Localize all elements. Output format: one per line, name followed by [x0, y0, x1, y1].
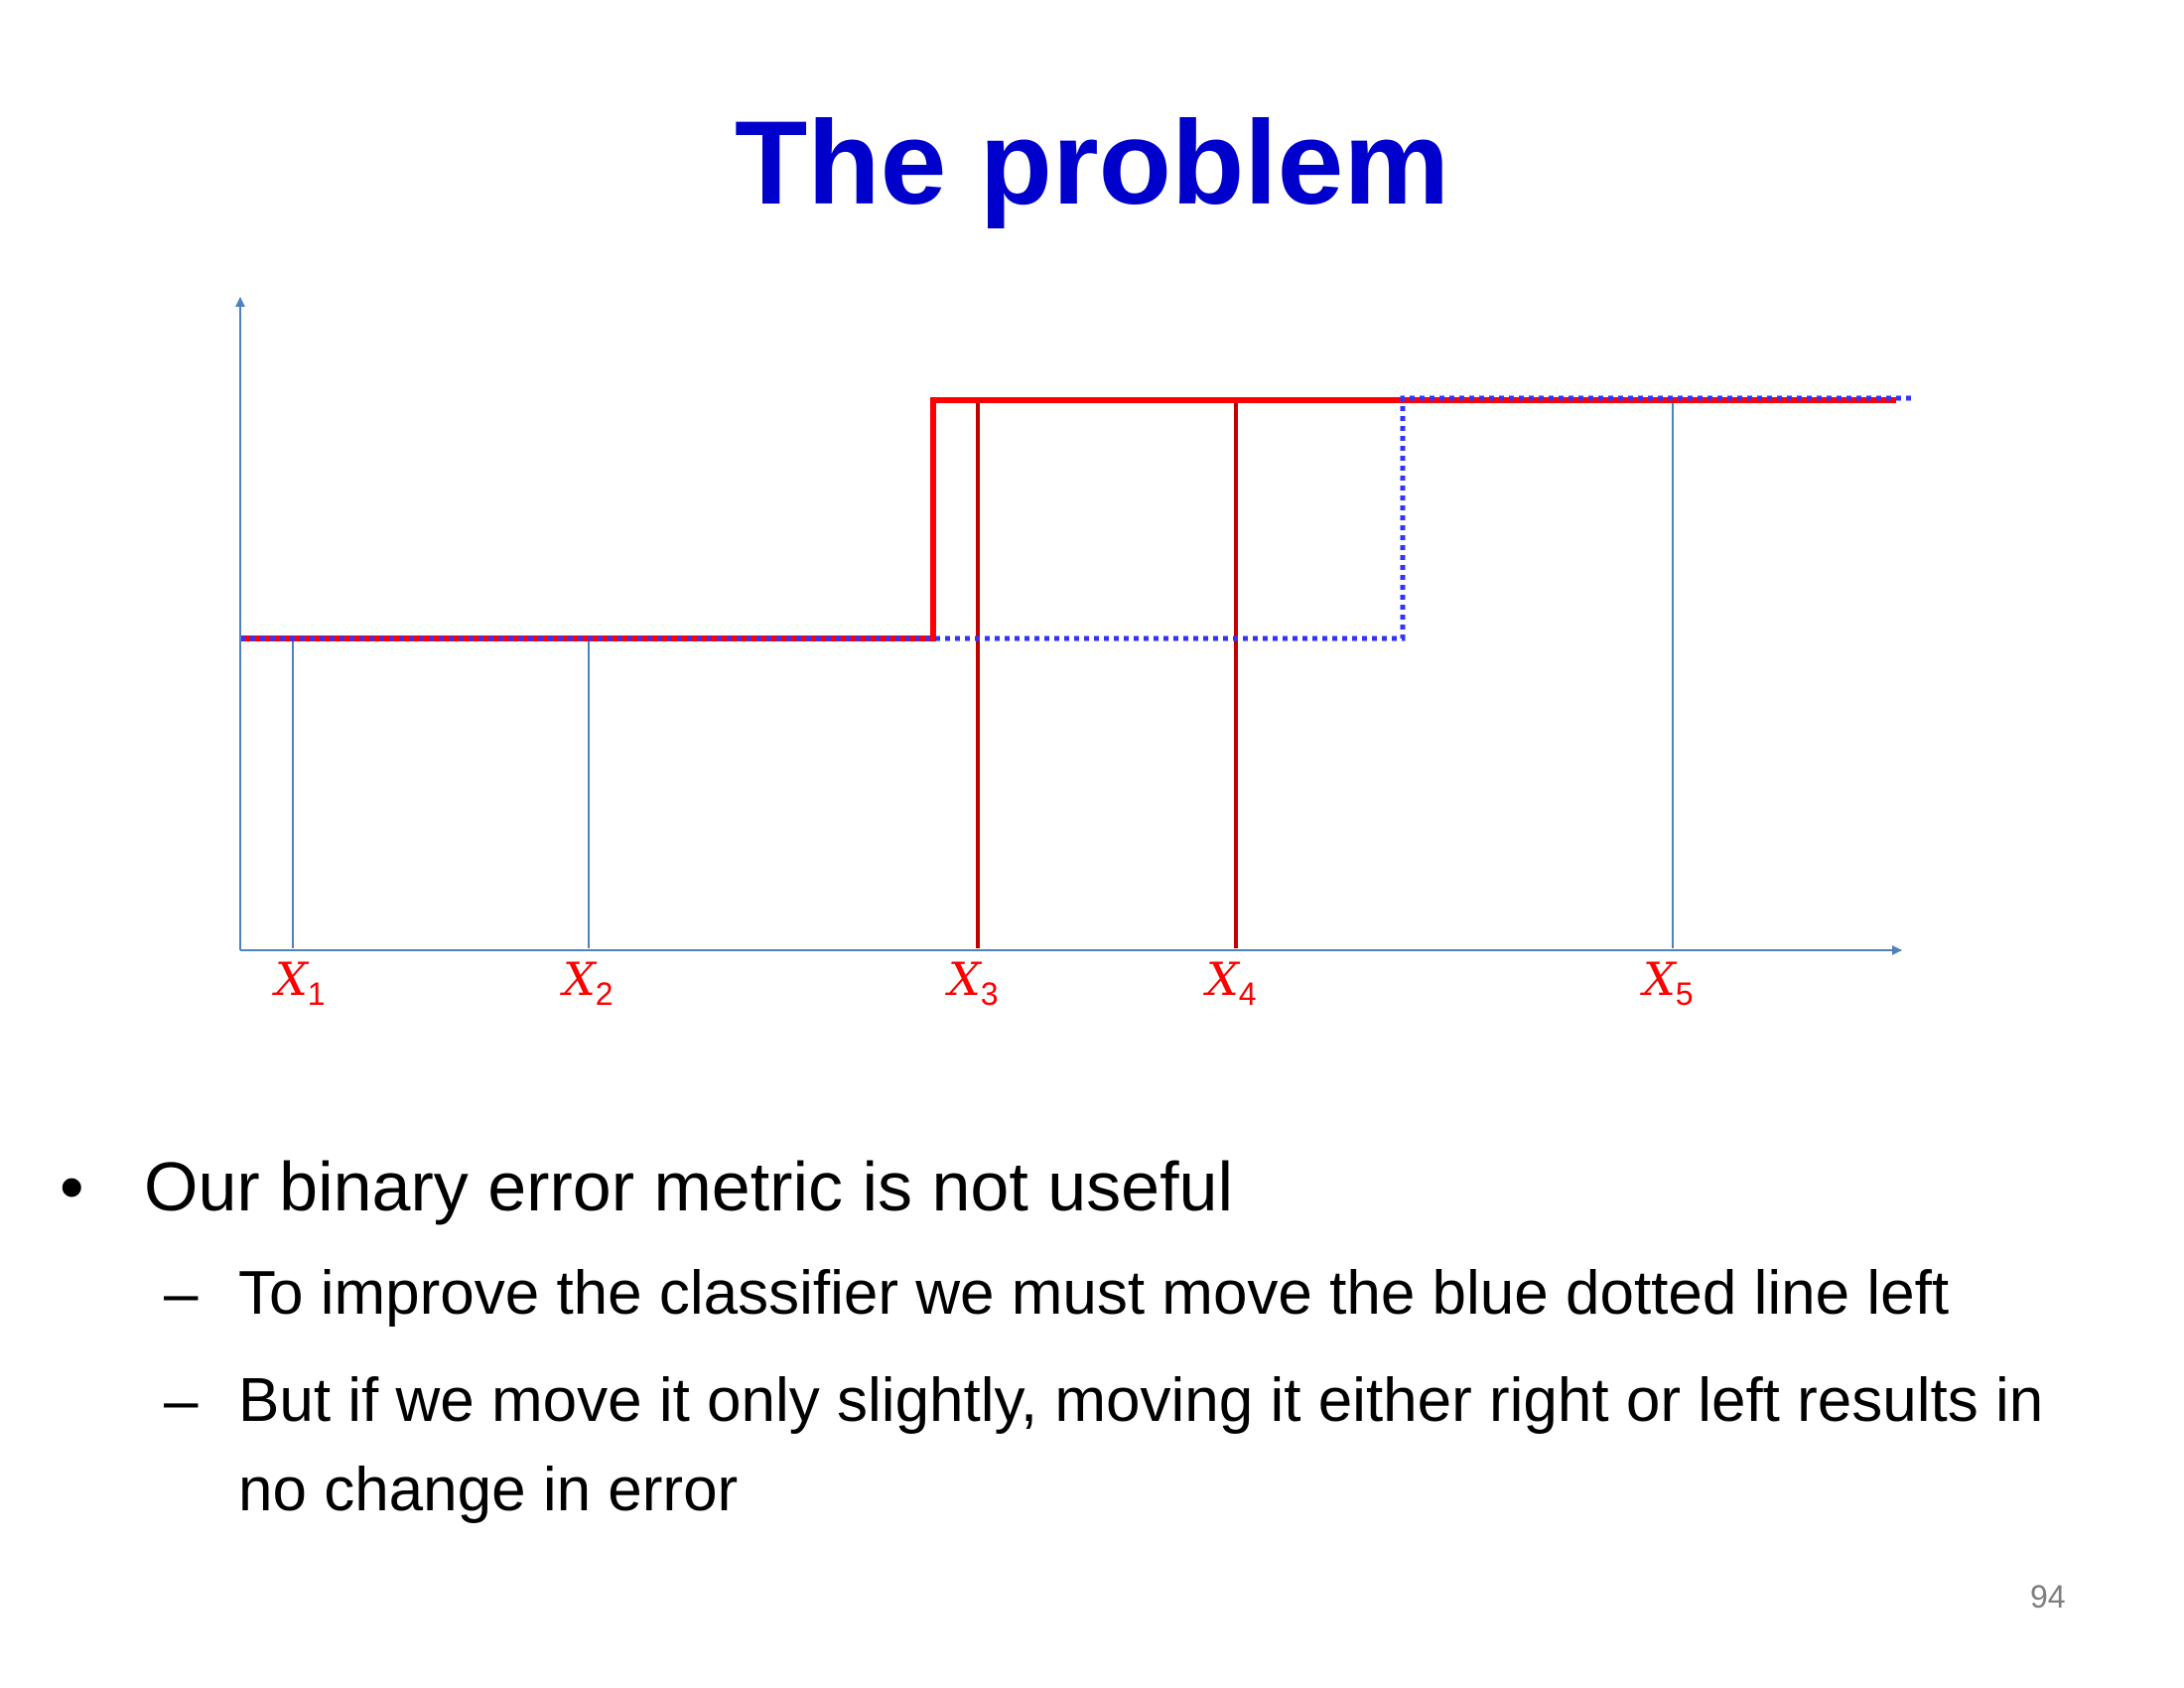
step-function-diagram: X1 X2 X3 X4 X5 — [235, 297, 1911, 1012]
x1-label: X1 — [272, 952, 326, 1012]
page-number: 94 — [2030, 1579, 2066, 1615]
x4-label: X4 — [1203, 952, 1257, 1012]
bullet-dot: • — [60, 1148, 84, 1225]
sub-bullet-text: To improve the classifier we must move t… — [238, 1259, 1950, 1328]
sub-bullet-dash: – — [164, 1366, 199, 1435]
slide-title: The problem — [734, 96, 1450, 229]
sub-bullet-item: – To improve the classifier we must move… — [60, 1249, 2065, 1338]
sub-bullet-item: – But if we move it only slightly, movin… — [60, 1356, 2065, 1535]
red-step-line — [240, 397, 1896, 641]
sub-bullet-dash: – — [164, 1259, 199, 1328]
bullet-list: • Our binary error metric is not useful … — [60, 1142, 2065, 1535]
x5-label: X5 — [1640, 952, 1694, 1012]
x3-label: X3 — [945, 952, 999, 1012]
sub-bullet-text: But if we move it only slightly, moving … — [238, 1366, 2044, 1524]
x2-label: X2 — [560, 952, 614, 1012]
bullet-item: • Our binary error metric is not useful — [60, 1142, 2065, 1231]
bullet-text: Our binary error metric is not useful — [144, 1148, 1234, 1225]
blue-dotted-step-line — [240, 395, 1911, 641]
